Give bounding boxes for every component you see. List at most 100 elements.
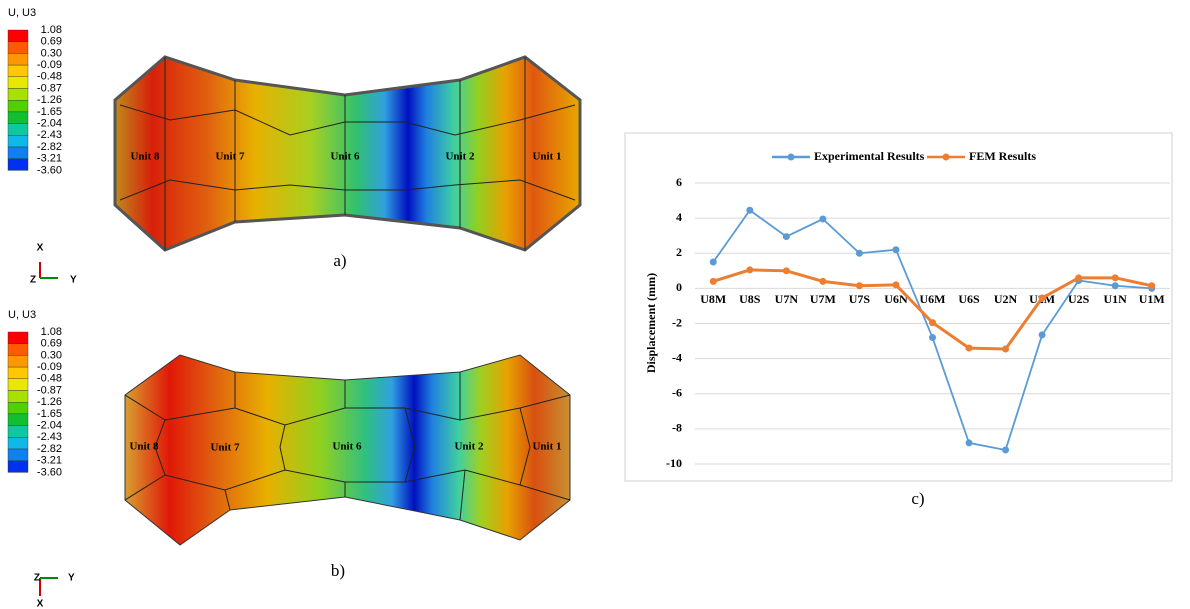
axis-triad-label: Z: [34, 573, 40, 584]
legend-swatch: [8, 344, 28, 356]
legend-value: 0.30: [41, 349, 62, 361]
legend-value: -3.60: [37, 164, 62, 176]
legend-value: -0.87: [37, 384, 62, 396]
x-tick-label: U8M: [700, 292, 726, 306]
x-tick-label: U8S: [739, 292, 761, 306]
point: [1112, 282, 1119, 289]
x-tick-label: U1M: [1139, 292, 1165, 306]
point: [929, 319, 936, 326]
unit-label: Unit 7: [210, 442, 240, 454]
legend-swatch: [8, 332, 28, 344]
triad-a: [40, 262, 58, 278]
point: [892, 246, 899, 253]
legend-value: -1.26: [37, 94, 62, 106]
y-tick-label: -6: [672, 386, 682, 400]
point: [1002, 446, 1009, 453]
point: [746, 207, 753, 214]
caption: a): [333, 251, 346, 270]
legend-value: -1.26: [37, 396, 62, 408]
legend-value: -0.48: [37, 71, 62, 83]
axis-triad-label: X: [37, 243, 44, 254]
caption: b): [331, 561, 345, 580]
legend-title: U, U3: [8, 7, 36, 19]
x-tick-label: U7N: [775, 292, 799, 306]
point: [819, 278, 826, 285]
unit-label: Unit 7: [215, 151, 245, 163]
y-tick-label: -10: [666, 456, 682, 470]
legend-swatch: [8, 367, 28, 379]
legend-value: -2.43: [37, 129, 62, 141]
x-tick-label: U7S: [849, 292, 871, 306]
point: [783, 233, 790, 240]
axis-triad-label: Y: [68, 573, 75, 584]
point: [856, 250, 863, 257]
legend-swatch: [8, 449, 28, 461]
point: [1002, 345, 1009, 352]
point: [783, 267, 790, 274]
point: [710, 278, 717, 285]
contour-legend: U, U31.080.690.30-0.09-0.48-0.87-1.26-1.…: [8, 7, 62, 176]
legend-value: -0.09: [37, 361, 62, 373]
unit-label: Unit 1: [532, 441, 561, 453]
point: [929, 334, 936, 341]
point: [1039, 295, 1046, 302]
point: [856, 282, 863, 289]
point: [966, 345, 973, 352]
y-tick-label: -4: [672, 350, 682, 364]
y-tick-label: 0: [676, 280, 682, 294]
unit-label: Unit 8: [130, 151, 160, 163]
legend-value: 1.08: [41, 24, 62, 36]
legend-value: -1.65: [37, 106, 62, 118]
contour-legend: U, U31.080.690.30-0.09-0.48-0.87-1.26-1.…: [8, 309, 62, 478]
legend-swatch: [8, 100, 28, 112]
legend-swatch: [8, 426, 28, 438]
point: [746, 266, 753, 273]
legend-swatch: [8, 379, 28, 391]
legend-value: -2.04: [37, 118, 62, 130]
legend-marker: [788, 154, 795, 161]
x-tick-label: U6S: [958, 292, 980, 306]
unit-label: Unit 8: [129, 441, 159, 453]
legend-swatch: [8, 437, 28, 449]
legend-swatch: [8, 402, 28, 414]
legend-swatch: [8, 355, 28, 367]
legend-value: -1.65: [37, 408, 62, 420]
axis-triad-label: Y: [70, 275, 77, 286]
y-tick-label: 6: [676, 175, 682, 189]
legend-value: -0.48: [37, 373, 62, 385]
point: [966, 439, 973, 446]
point: [819, 216, 826, 223]
axis-triad-label: Z: [30, 275, 36, 286]
legend-value: -2.82: [37, 141, 62, 153]
legend-value: -2.82: [37, 443, 62, 455]
legend-swatch: [8, 77, 28, 89]
axis-triad-label: X: [37, 599, 44, 609]
legend-value: 1.08: [41, 326, 62, 338]
caption: c): [911, 489, 924, 508]
legend-value: -3.21: [37, 455, 62, 467]
legend-swatch: [8, 461, 28, 473]
legend-label: Experimental Results: [814, 149, 925, 163]
y-tick-label: 4: [676, 210, 682, 224]
point: [1148, 282, 1155, 289]
figure: Displacement (mm) c) U, U31.080.690.30-0…: [0, 0, 1190, 609]
legend-value: 0.30: [41, 47, 62, 59]
legend-label: FEM Results: [969, 149, 1036, 163]
legend-swatch: [8, 159, 28, 171]
legend-swatch: [8, 147, 28, 159]
legend-swatch: [8, 53, 28, 65]
legend-swatch: [8, 65, 28, 77]
point: [1075, 274, 1082, 281]
legend-swatch: [8, 89, 28, 101]
series-line: [713, 210, 1151, 450]
point: [710, 259, 717, 266]
unit-label: Unit 1: [532, 151, 561, 163]
unit-label: Unit 2: [454, 441, 484, 453]
x-tick-label: U6M: [920, 292, 946, 306]
x-tick-label: U2S: [1068, 292, 1090, 306]
unit-label: Unit 6: [332, 441, 362, 453]
y-tick-label: -8: [672, 421, 682, 435]
x-tick-label: U2N: [994, 292, 1018, 306]
x-tick-label: U1N: [1104, 292, 1128, 306]
point: [1039, 331, 1046, 338]
